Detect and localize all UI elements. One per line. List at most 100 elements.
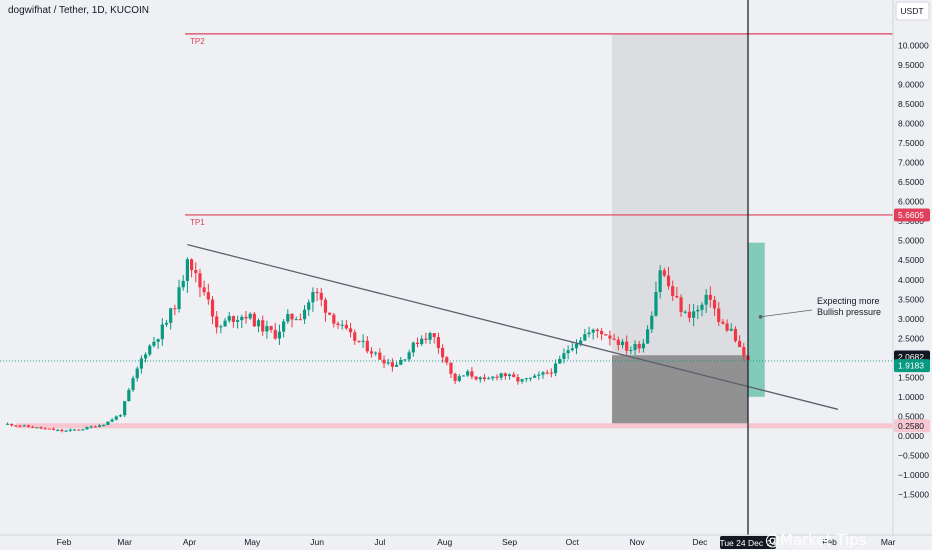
candle-body bbox=[625, 341, 629, 351]
month-tick-label: Sep bbox=[502, 537, 517, 547]
profit-zone bbox=[748, 242, 765, 397]
candle-body bbox=[583, 334, 587, 341]
candle-body bbox=[277, 331, 282, 339]
candle-body bbox=[729, 328, 733, 331]
price-tick-label: 3.5000 bbox=[898, 294, 924, 304]
month-tick-label: Dec bbox=[692, 537, 708, 547]
stop-zone bbox=[612, 355, 748, 426]
candle-body bbox=[31, 426, 35, 428]
candle-body bbox=[156, 339, 160, 342]
candle-body bbox=[512, 374, 516, 378]
currency-button-label: USDT bbox=[900, 6, 923, 16]
crosshair-date-badge bbox=[720, 536, 776, 549]
candle-body bbox=[424, 338, 428, 340]
support-price-label-badge bbox=[894, 419, 930, 433]
month-tick-label: Feb bbox=[57, 537, 72, 547]
candle-body bbox=[658, 270, 662, 293]
month-tick-label: Mar bbox=[117, 537, 132, 547]
price-tick-label: 10.0000 bbox=[898, 41, 929, 51]
candle-body bbox=[587, 332, 591, 335]
price-axis[interactable]: 10.0000 9.5000 9.0000 8.5000 8.0000 7.5000 7.0… bbox=[892, 0, 932, 535]
month-tick-label: Jul bbox=[374, 537, 385, 547]
candle-body bbox=[344, 324, 348, 329]
candlestick-series bbox=[5, 257, 750, 433]
price-tick-label: −0.5000 bbox=[898, 450, 929, 460]
candle-body bbox=[328, 312, 332, 315]
candle-body bbox=[654, 292, 658, 316]
candle-body bbox=[733, 328, 738, 341]
price-tick-label: 5.0000 bbox=[898, 236, 924, 246]
trendline-group[interactable] bbox=[187, 244, 839, 410]
candle-body bbox=[441, 347, 445, 358]
candle-body bbox=[361, 340, 365, 342]
price-tick-label: −1.5000 bbox=[898, 489, 929, 499]
candle-body bbox=[507, 374, 512, 377]
candle-body bbox=[394, 364, 399, 367]
month-tick-label: Jun bbox=[310, 537, 324, 547]
candle-body bbox=[637, 344, 641, 349]
watermark: @Market Tips bbox=[765, 531, 867, 549]
candle-body bbox=[189, 259, 194, 271]
candle-body bbox=[470, 371, 474, 377]
candle-body bbox=[231, 316, 236, 322]
annotation-anchor bbox=[758, 315, 763, 319]
current-low-price-label-badge bbox=[894, 359, 930, 373]
candle-body bbox=[236, 320, 240, 322]
currency-button[interactable]: USDT bbox=[895, 1, 930, 21]
candle-body bbox=[143, 354, 148, 359]
current-low-price-label: 1.9183 bbox=[898, 361, 924, 371]
candle-body bbox=[662, 270, 666, 276]
trendline[interactable] bbox=[187, 244, 839, 410]
candle-body bbox=[223, 320, 227, 327]
candle-body bbox=[77, 429, 81, 431]
candle-body bbox=[319, 292, 323, 300]
candle-body bbox=[290, 313, 294, 320]
candle-body bbox=[574, 343, 579, 349]
candle-body bbox=[432, 333, 436, 338]
candle-body bbox=[650, 315, 654, 330]
candle-body bbox=[14, 425, 18, 427]
candle-body bbox=[282, 321, 286, 332]
candle-body bbox=[671, 286, 675, 296]
candle-body bbox=[298, 319, 302, 321]
candle-body bbox=[152, 341, 156, 346]
candle-body bbox=[696, 309, 700, 312]
candle-body bbox=[39, 427, 43, 429]
candle-body bbox=[562, 353, 566, 360]
annotation-text: Expecting more bbox=[817, 296, 880, 306]
price-tick-label: 3.0000 bbox=[898, 314, 924, 324]
candle-body bbox=[26, 425, 31, 427]
candle-body bbox=[210, 299, 215, 317]
candle-body bbox=[215, 316, 219, 328]
price-axis-background bbox=[893, 0, 932, 535]
candle-body bbox=[118, 415, 123, 417]
candle-body bbox=[139, 358, 143, 369]
candle-body bbox=[185, 259, 190, 281]
candle-body bbox=[51, 428, 56, 431]
candle-body bbox=[629, 350, 633, 352]
position-zones bbox=[612, 33, 765, 426]
time-axis[interactable]: Feb Mar Apr May Jun Jul Aug Sep Oct Nov Dec Feb Mar T… bbox=[0, 534, 932, 550]
candle-body bbox=[315, 291, 319, 293]
price-tick-label: 8.5000 bbox=[898, 99, 924, 109]
annotation-leader bbox=[760, 309, 813, 318]
candle-body bbox=[482, 377, 487, 380]
tp1-price-label-badge bbox=[894, 208, 930, 222]
candle-body bbox=[206, 292, 210, 300]
price-tick-label: 6.0000 bbox=[898, 197, 924, 207]
candle-body bbox=[428, 333, 432, 340]
time-axis-background bbox=[0, 535, 893, 550]
candle-body bbox=[244, 316, 248, 319]
month-tick-label: Feb bbox=[822, 537, 837, 547]
annotation-text: Bullish pressure bbox=[817, 307, 881, 317]
candle-body bbox=[353, 332, 357, 341]
candle-body bbox=[579, 340, 583, 344]
candle-body bbox=[721, 321, 725, 324]
candle-body bbox=[148, 345, 152, 355]
candle-body bbox=[68, 429, 72, 431]
candle-body bbox=[645, 329, 650, 344]
candle-body bbox=[712, 299, 717, 309]
candle-body bbox=[240, 316, 244, 321]
